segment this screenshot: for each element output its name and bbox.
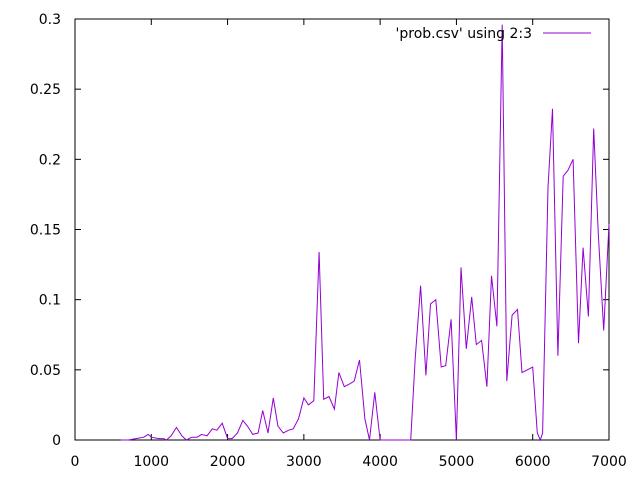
series-line	[120, 24, 610, 442]
x-tick-label: 0	[71, 454, 80, 470]
plot-frame	[74, 18, 610, 441]
legend: 'prob.csv' using 2:3	[396, 26, 591, 42]
x-tick-labels: 0 1000 2000 3000 4000 5000 6000 7000	[71, 454, 627, 470]
y-tick-label: 0.15	[30, 223, 61, 239]
y-tick-label: 0	[52, 433, 61, 449]
x-tick-label: 7000	[591, 454, 627, 470]
y-tick-label: 0.25	[30, 82, 61, 98]
y-tick-label: 0.05	[30, 363, 61, 379]
y-tick-label: 0.3	[39, 12, 61, 28]
y-tick-labels: 0 0.05 0.1 0.15 0.2 0.25 0.3	[30, 12, 61, 449]
axis-ticks	[74, 18, 610, 441]
x-tick-label: 5000	[439, 454, 475, 470]
x-tick-label: 3000	[286, 454, 322, 470]
y-tick-label: 0.1	[39, 293, 61, 309]
x-tick-label: 2000	[210, 454, 246, 470]
legend-label: 'prob.csv' using 2:3	[396, 26, 532, 42]
x-tick-label: 4000	[362, 454, 398, 470]
y-tick-label: 0.2	[39, 152, 61, 168]
x-tick-label: 1000	[133, 454, 169, 470]
x-tick-label: 6000	[515, 454, 551, 470]
